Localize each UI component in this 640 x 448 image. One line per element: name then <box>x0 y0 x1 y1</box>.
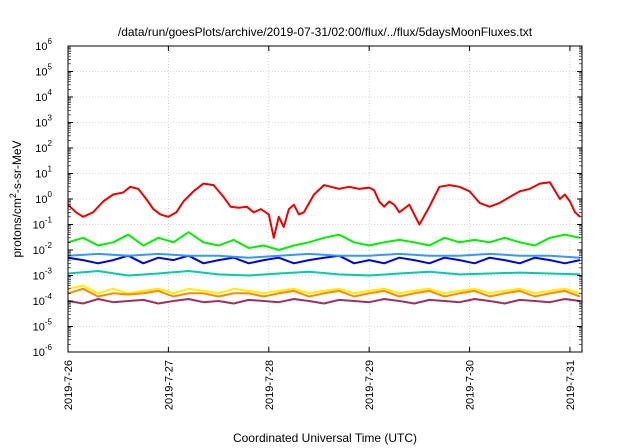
x-axis-label: Coordinated Universal Time (UTC) <box>233 431 417 445</box>
chart-title: /data/run/goesPlots/archive/2019-07-31/0… <box>118 25 533 39</box>
series-line <box>67 231 581 251</box>
y-tick-label: 10-6 <box>33 343 53 359</box>
y-tick-label: 105 <box>35 63 52 79</box>
x-axis-ticks: 2019-7-26 2019-7-27 2019-7-28 2019-7-29 2019… <box>63 46 577 410</box>
y-tick-label: 10-2 <box>33 241 53 257</box>
y-axis-label: protons/cm2-s-sr-MeV <box>8 140 24 257</box>
y-tick-label: 100 <box>35 190 52 206</box>
y-tick-label: 10-3 <box>33 267 53 283</box>
series-line <box>67 287 581 298</box>
y-tick-label: 103 <box>35 114 52 130</box>
y-tick-label: 10-5 <box>33 318 53 334</box>
series-line <box>67 284 581 295</box>
series-line <box>67 270 581 277</box>
x-tick-label: 2019-7-27 <box>163 360 175 410</box>
y-tick-label: 10-1 <box>33 216 53 232</box>
y-tick-label: 10-4 <box>33 292 53 308</box>
x-tick-label: 2019-7-31 <box>565 360 577 410</box>
series-line <box>67 252 581 259</box>
x-tick-label: 2019-7-28 <box>264 360 276 410</box>
series-line <box>67 181 581 239</box>
y-tick-label: 104 <box>35 88 52 104</box>
x-tick-label: 2019-7-26 <box>63 360 75 410</box>
y-tick-label: 102 <box>35 139 52 155</box>
y-tick-label: 106 <box>35 37 52 53</box>
x-tick-label: 2019-7-30 <box>465 360 477 410</box>
y-tick-label: 101 <box>35 165 52 181</box>
x-tick-label: 2019-7-29 <box>364 360 376 410</box>
y-axis-ticks: 10-6 10-5 10-4 10-3 10-2 10-1 100 101 102 103 104 1… <box>33 37 582 359</box>
series-line <box>67 254 581 265</box>
series-line <box>67 298 581 305</box>
series-lines <box>67 181 581 305</box>
